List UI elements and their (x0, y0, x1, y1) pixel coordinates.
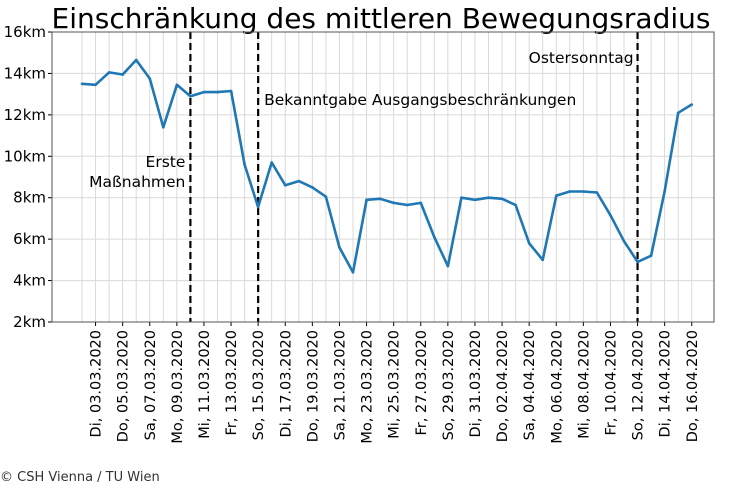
x-tick-label: Do, 02.04.2020 (495, 330, 511, 442)
x-tick-label: Sa, 21.03.2020 (332, 330, 348, 440)
x-tick-label: Mi, 11.03.2020 (197, 330, 213, 439)
event-label: Maßnahmen (89, 173, 185, 191)
data-point (243, 163, 246, 166)
data-point (514, 203, 517, 207)
data-point (541, 258, 544, 262)
data-point (649, 254, 653, 258)
data-point (663, 190, 666, 193)
data-point (378, 197, 382, 201)
event-label: Bekanntgabe Ausgangsbeschränkungen (264, 91, 576, 109)
data-point (121, 73, 124, 76)
x-axis: Di, 03.03.2020 Do, 05.03.2020 Sa, 07.03.20… (89, 322, 701, 444)
data-point (473, 198, 477, 202)
data-point (94, 83, 97, 87)
y-tick-label: 14km (4, 64, 46, 82)
y-tick-label: 2km (13, 313, 46, 331)
y-axis: 2km 4km 6km 8km 10km 12km 14km 16km (4, 23, 52, 331)
x-tick-label: Do, 19.03.2020 (305, 330, 321, 442)
data-point (134, 58, 138, 62)
data-point (270, 161, 274, 164)
x-tick-label: Sa, 07.03.2020 (143, 330, 159, 440)
data-point (256, 205, 260, 209)
data-point (676, 111, 680, 115)
data-point (595, 191, 599, 194)
x-tick-label: So, 12.04.2020 (631, 330, 647, 440)
y-tick-label: 6km (13, 230, 46, 248)
data-point (460, 196, 463, 200)
data-point (311, 186, 314, 189)
data-point (189, 94, 192, 98)
data-point (392, 201, 395, 205)
x-tick-label: Do, 16.04.2020 (685, 330, 701, 442)
data-point (107, 71, 111, 74)
x-tick-label: Di, 14.04.2020 (658, 330, 674, 437)
data-point (148, 77, 152, 80)
series (80, 58, 694, 274)
data-point (582, 190, 585, 193)
data-point (405, 203, 409, 207)
data-point (338, 246, 341, 249)
x-tick-label: Fr, 13.03.2020 (224, 330, 240, 436)
data-point (446, 264, 450, 268)
data-point (609, 214, 612, 217)
x-tick-label: Fr, 27.03.2020 (414, 330, 430, 436)
y-tick-label: 16km (4, 23, 46, 41)
x-tick-label: Mo, 23.03.2020 (360, 330, 376, 444)
data-point (636, 260, 639, 264)
data-point (433, 235, 436, 239)
data-point (229, 89, 233, 93)
x-tick-label: Di, 03.03.2020 (89, 330, 105, 437)
data-point (568, 190, 572, 193)
data-point (527, 241, 531, 245)
x-tick-label: Di, 17.03.2020 (278, 330, 294, 437)
x-tick-label: So, 15.03.2020 (251, 330, 267, 440)
data-point (554, 194, 558, 197)
data-point (162, 125, 165, 129)
x-tick-label: Mi, 25.03.2020 (387, 330, 403, 439)
chart-title: Einschränkung des mittleren Bewegungsrad… (52, 2, 711, 35)
data-point (80, 82, 84, 86)
x-tick-label: Mo, 09.03.2020 (170, 330, 186, 444)
x-tick-label: Di, 31.03.2020 (468, 330, 484, 437)
credit-text: © CSH Vienna / TU Wien (0, 470, 160, 485)
x-tick-label: Do, 05.03.2020 (116, 330, 132, 442)
data-point (351, 270, 355, 274)
data-point (202, 90, 206, 94)
y-tick-label: 8km (13, 189, 46, 207)
data-point (324, 195, 328, 198)
data-point (297, 179, 301, 183)
data-point (622, 239, 626, 243)
event-label: Erste (146, 153, 186, 171)
event-label: Ostersonntag (529, 49, 634, 67)
series-line (81, 58, 693, 274)
data-point (283, 183, 287, 187)
data-point (365, 198, 368, 202)
x-tick-label: So, 29.03.2020 (441, 330, 457, 440)
y-tick-label: 10km (4, 147, 46, 165)
x-tick-label: Sa, 04.04.2020 (522, 330, 538, 440)
data-point (690, 103, 694, 106)
x-tick-label: Fr, 10.04.2020 (603, 330, 619, 436)
event-lines: Erste Maßnahmen Bekanntgabe Ausgangsbeschr… (89, 32, 639, 322)
data-point (175, 83, 179, 87)
x-tick-label: Mo, 06.04.2020 (549, 330, 565, 444)
x-tick-label: Mi, 08.04.2020 (576, 330, 592, 439)
data-point (419, 201, 423, 205)
data-point (500, 197, 504, 201)
data-point (216, 90, 219, 94)
y-tick-label: 4km (13, 272, 46, 290)
data-point (487, 196, 490, 200)
y-tick-label: 12km (4, 106, 46, 124)
plot-frame (51, 31, 715, 323)
